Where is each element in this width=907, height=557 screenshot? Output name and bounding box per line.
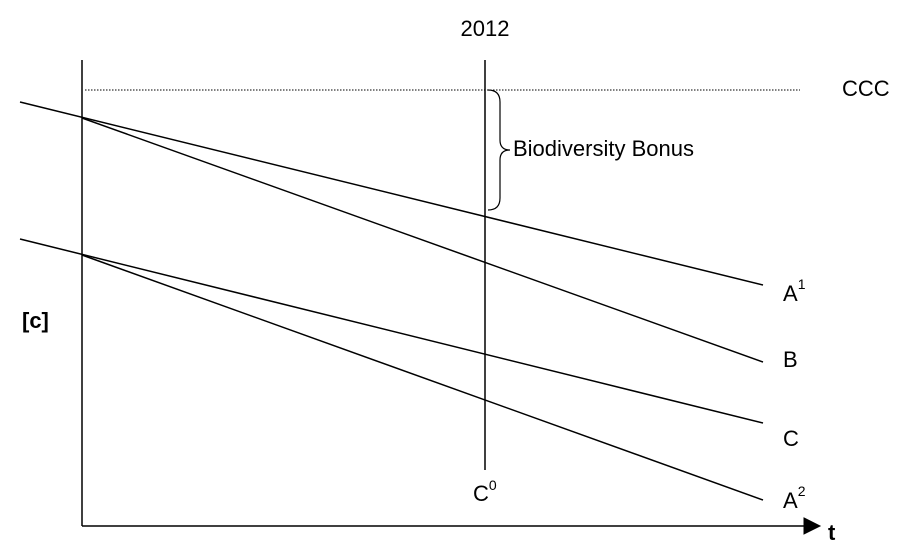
line-sup: 1 xyxy=(798,276,806,292)
bonus-brace xyxy=(487,89,511,211)
line-b xyxy=(81,117,764,363)
line-letter: A xyxy=(783,488,798,513)
x-axis-label: t xyxy=(828,520,836,545)
line-label: A2 xyxy=(783,483,806,513)
y-axis-label: [c] xyxy=(22,308,49,333)
line-sup: 2 xyxy=(798,483,806,499)
threshold-label: CCC xyxy=(842,76,890,101)
line-label: A1 xyxy=(783,276,806,306)
year-base-label: C0 xyxy=(473,477,497,506)
year-label: 2012 xyxy=(461,16,510,41)
line-label: C xyxy=(783,426,799,451)
x-axis-arrow xyxy=(803,517,822,535)
base-sup: 0 xyxy=(489,477,497,493)
bonus-label: Biodiversity Bonus xyxy=(513,136,694,161)
line-letter: A xyxy=(783,281,798,306)
line-c xyxy=(19,238,764,424)
line-label: B xyxy=(783,347,798,372)
line-a1 xyxy=(19,101,764,286)
base-letter: C xyxy=(473,481,489,506)
line-a2 xyxy=(81,254,764,501)
